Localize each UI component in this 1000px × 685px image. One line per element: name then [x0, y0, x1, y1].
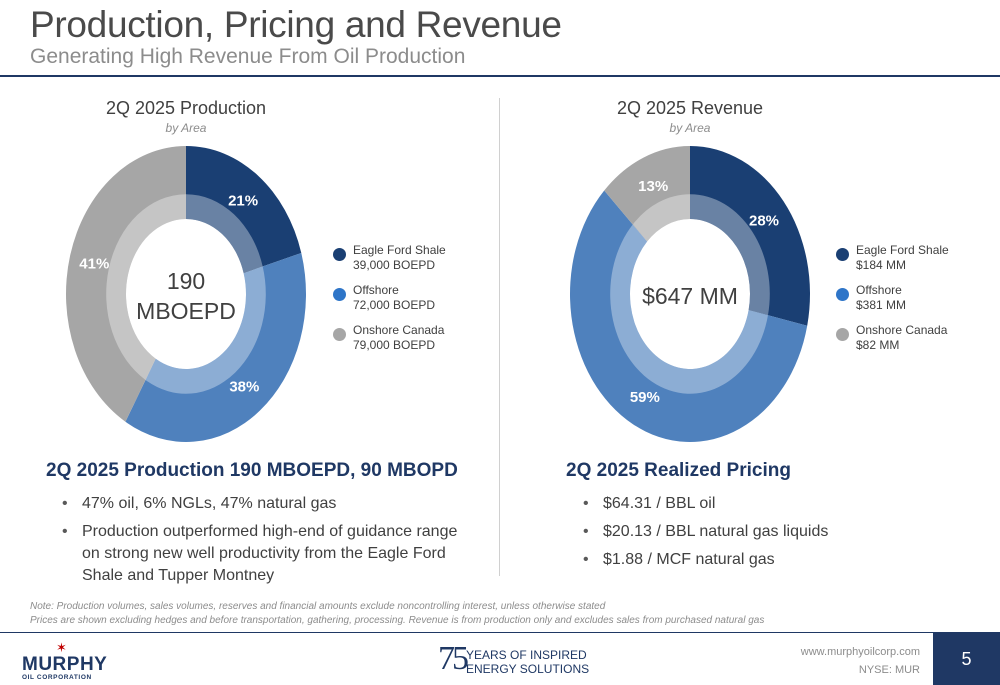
legend-label: Eagle Ford Shale — [856, 243, 949, 257]
production-center-value: 190 — [166, 268, 206, 294]
pie-slice-offshore — [570, 190, 808, 442]
pie-inner-ring-offshore — [610, 224, 768, 394]
legend-swatch — [836, 248, 849, 261]
logo-subtitle: OIL CORPORATION — [22, 674, 92, 681]
pie-label-eagle-ford: 21% — [228, 192, 258, 209]
anniversary-line-2: ENERGY SOLUTIONS — [466, 662, 590, 676]
bullet-item: $20.13 / BBL natural gas liquids — [581, 521, 941, 543]
legend-value: $381 MM — [856, 298, 907, 312]
legend-label: Offshore — [856, 283, 902, 297]
page-number: 5 — [961, 649, 972, 669]
page-subtitle: Generating High Revenue From Oil Product… — [30, 45, 466, 68]
revenue-chart-title: 2Q 2025 Revenue — [616, 98, 764, 118]
production-center-label: 190 MBOEPD — [126, 266, 246, 326]
pie-slice-onshore-canada — [604, 146, 690, 242]
murphy-logo: ✶ MURPHY OIL CORPORATION — [22, 640, 112, 681]
footer-divider — [0, 632, 1000, 633]
pricing-summary-heading: 2Q 2025 Realized Pricing — [566, 460, 791, 481]
production-bullet-list: 47% oil, 6% NGLs, 47% natural gas Produc… — [60, 493, 460, 593]
legend-value: $82 MM — [856, 338, 900, 352]
stock-ticker: NYSE: MUR — [858, 664, 920, 676]
legend-item-offshore: Offshore 72,000 BOEPD — [333, 283, 446, 323]
anniversary-number: 75 — [438, 640, 469, 677]
pie-inner-ring-onshore-canada — [106, 194, 186, 381]
bullet-item: $1.88 / MCF natural gas — [581, 549, 941, 571]
legend-value: $184 MM — [856, 258, 907, 272]
legend-item-offshore: Offshore $381 MM — [836, 283, 949, 323]
legend-item-onshore-canada: Onshore Canada $82 MM — [836, 323, 949, 363]
legend-label: Offshore — [353, 283, 399, 297]
revenue-donut-chart: 28% 59% 13% — [570, 146, 810, 442]
legend-label: Onshore Canada — [856, 323, 948, 337]
legend-label: Eagle Ford Shale — [353, 243, 446, 257]
pie-label-onshore-canada: 41% — [79, 255, 109, 272]
production-legend: Eagle Ford Shale 39,000 BOEPD Offshore 7… — [333, 243, 446, 363]
legend-swatch — [836, 328, 849, 341]
legend-item-eagle-ford: Eagle Ford Shale $184 MM — [836, 243, 949, 283]
revenue-center-label: $647 MM — [642, 283, 738, 309]
footnote-2: Prices are shown excluding hedges and be… — [30, 615, 765, 626]
legend-swatch — [333, 328, 346, 341]
pie-inner-ring-eagle-ford — [186, 194, 263, 274]
production-chart-title: 2Q 2025 Production — [105, 98, 267, 118]
pie-slice-onshore-canada — [66, 146, 186, 422]
legend-value: 39,000 BOEPD — [353, 258, 436, 272]
production-summary-heading: 2Q 2025 Production 190 MBOEPD, 90 MBOPD — [46, 460, 458, 481]
logo-star-icon: ✶ — [56, 640, 67, 655]
legend-swatch — [836, 288, 849, 301]
revenue-legend: Eagle Ford Shale $184 MM Offshore $381 M… — [836, 243, 949, 363]
pie-inner-ring-eagle-ford — [690, 194, 770, 316]
production-donut-chart: 21% 38% 41% — [66, 146, 306, 443]
pie-label-eagle-ford: 28% — [749, 213, 779, 230]
legend-value: 79,000 BOEPD — [353, 338, 436, 352]
bullet-item: 47% oil, 6% NGLs, 47% natural gas — [60, 493, 460, 515]
legend-swatch — [333, 248, 346, 261]
pricing-bullet-list: $64.31 / BBL oil $20.13 / BBL natural ga… — [581, 493, 941, 577]
pie-label-offshore: 59% — [630, 389, 660, 406]
production-center-unit: MBOEPD — [136, 298, 236, 324]
page-title: Production, Pricing and Revenue — [30, 4, 562, 45]
pie-slice-eagle-ford — [690, 146, 810, 326]
pie-slice-eagle-ford — [186, 146, 302, 274]
revenue-chart-subtitle: by Area — [669, 121, 711, 135]
production-chart-subtitle: by Area — [165, 121, 207, 135]
anniversary-line-1: YEARS OF INSPIRED — [466, 648, 587, 662]
legend-item-onshore-canada: Onshore Canada 79,000 BOEPD — [333, 323, 446, 363]
pie-inner-ring-onshore-canada — [632, 194, 690, 242]
page-number-box: 5 — [933, 632, 1000, 685]
pie-label-onshore-canada: 13% — [638, 178, 668, 195]
bullet-item: Production outperformed high-end of guid… — [60, 521, 460, 587]
logo-name: MURPHY — [22, 654, 108, 675]
legend-value: 72,000 BOEPD — [353, 298, 436, 312]
panel-divider — [499, 98, 500, 576]
website-link[interactable]: www.murphyoilcorp.com — [800, 646, 920, 658]
legend-swatch — [333, 288, 346, 301]
legend-label: Onshore Canada — [353, 323, 445, 337]
pie-label-offshore: 38% — [229, 378, 259, 395]
title-divider — [0, 75, 1000, 77]
bullet-item: $64.31 / BBL oil — [581, 493, 941, 515]
pie-inner-ring-offshore — [145, 266, 266, 394]
footnote-1: Note: Production volumes, sales volumes,… — [30, 601, 606, 612]
pie-slice-offshore — [125, 252, 306, 443]
legend-item-eagle-ford: Eagle Ford Shale 39,000 BOEPD — [333, 243, 446, 283]
